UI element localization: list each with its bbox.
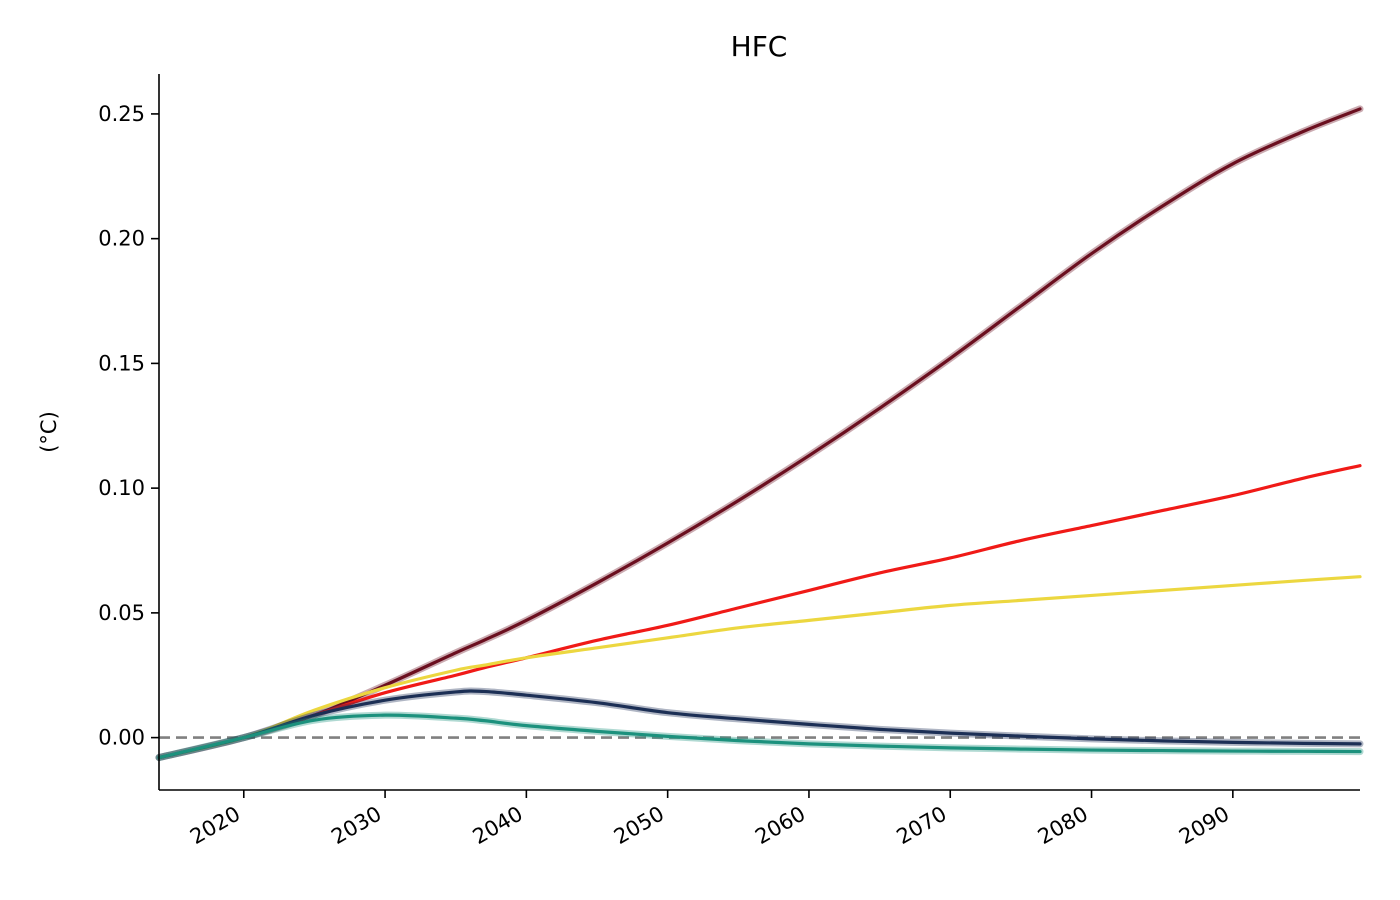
y-tick-label: 0.15 (98, 351, 145, 375)
y-tick-label: 0.05 (98, 601, 145, 625)
chart-title: HFC (731, 30, 788, 63)
series-3-line (157, 575, 1362, 760)
series-1-uncertainty-band (155, 105, 1364, 762)
x-tick-label: 2050 (610, 802, 668, 850)
x-tick-label: 2090 (1175, 802, 1233, 850)
x-tick-label: 2040 (469, 802, 527, 850)
y-axis-label: (°C) (37, 411, 61, 453)
y-tick-label: 0.10 (98, 476, 145, 500)
x-tick-label: 2070 (892, 802, 950, 850)
x-tick-label: 2030 (327, 802, 385, 850)
axes: 0.00 0.05 0.10 0.15 0.20 0.25 2020 2030 2040 2050… (98, 74, 1360, 849)
series-2-line (157, 464, 1362, 760)
series-4-line (157, 689, 1362, 760)
y-tick-label: 0.20 (98, 227, 145, 251)
plot-area (155, 105, 1364, 762)
y-tick-label: 0.25 (98, 102, 145, 126)
series-1-line (157, 107, 1362, 760)
y-tick-label: 0.00 (98, 726, 145, 750)
x-tick-label: 2060 (751, 802, 809, 850)
series-5-line (157, 713, 1362, 760)
x-tick-label: 2020 (186, 802, 244, 850)
x-tick-label: 2080 (1034, 802, 1092, 850)
